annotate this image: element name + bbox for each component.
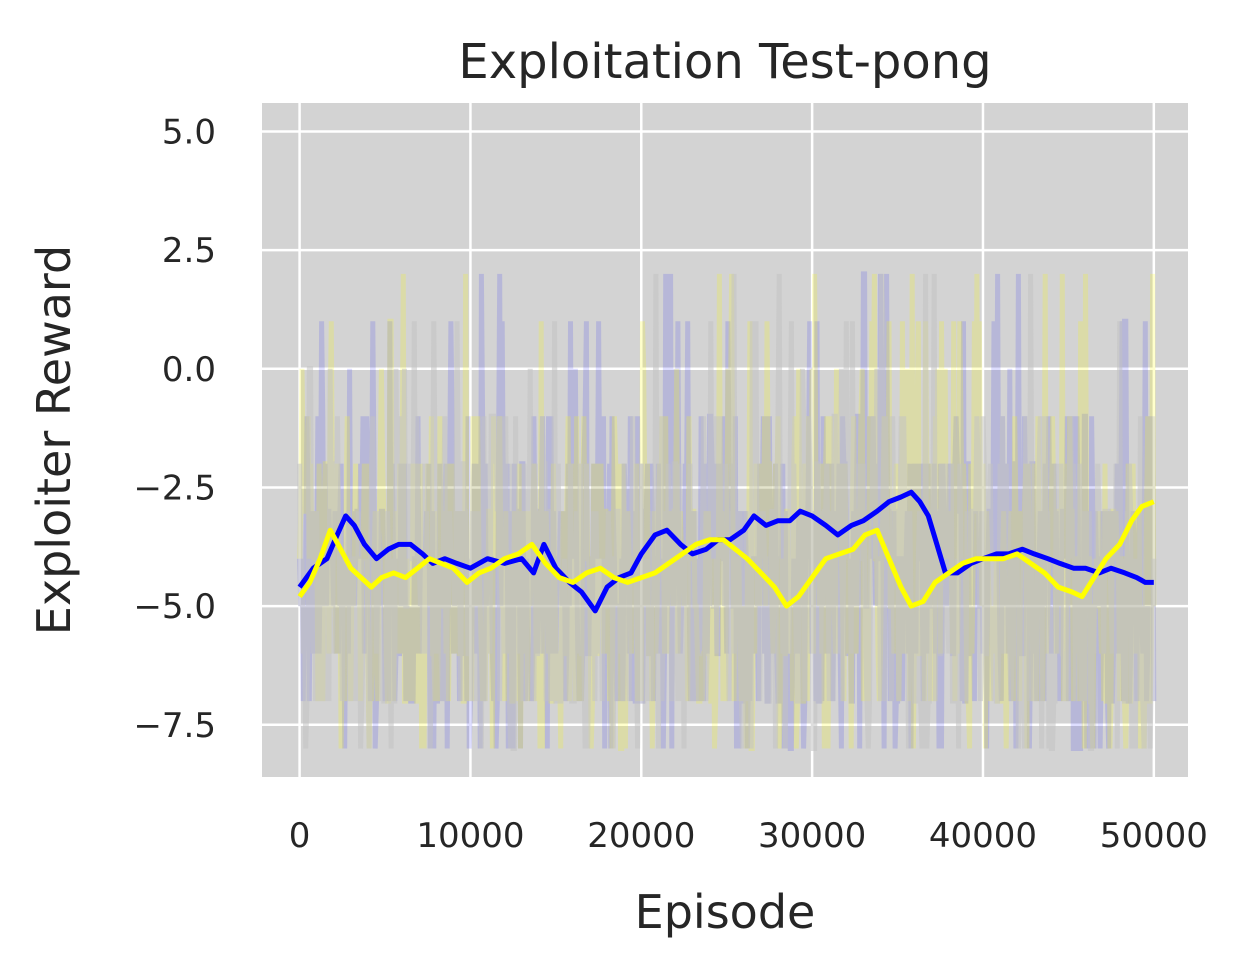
- x-tick-labels: 0 10000 20000 30000 40000 50000: [289, 816, 1208, 856]
- x-tick-label: 50000: [1100, 816, 1208, 856]
- x-tick-label: 10000: [416, 816, 524, 856]
- x-tick-label: 0: [289, 816, 311, 856]
- y-tick-labels: 5.0 2.5 0.0 −2.5 −5.0 −7.5: [133, 112, 216, 745]
- chart-title: Exploitation Test-pong: [458, 34, 991, 90]
- x-axis-title: Episode: [635, 885, 816, 939]
- y-tick-label: −2.5: [133, 468, 216, 508]
- x-tick-label: 30000: [758, 816, 866, 856]
- raw-reward-traces: [297, 271, 1157, 751]
- y-tick-label: −7.5: [133, 706, 216, 746]
- series-lines: [297, 489, 1155, 614]
- series-yellow-line: [297, 499, 1155, 609]
- x-tick-label: 20000: [587, 816, 695, 856]
- y-axis-title: Exploiter Reward: [27, 245, 81, 635]
- y-tick-label: 5.0: [162, 112, 216, 152]
- y-tick-label: 0.0: [162, 350, 216, 390]
- y-tick-label: 2.5: [162, 231, 216, 271]
- x-tick-label: 40000: [929, 816, 1037, 856]
- y-tick-label: −5.0: [133, 587, 216, 627]
- raw-overlay-trace: [297, 273, 1157, 751]
